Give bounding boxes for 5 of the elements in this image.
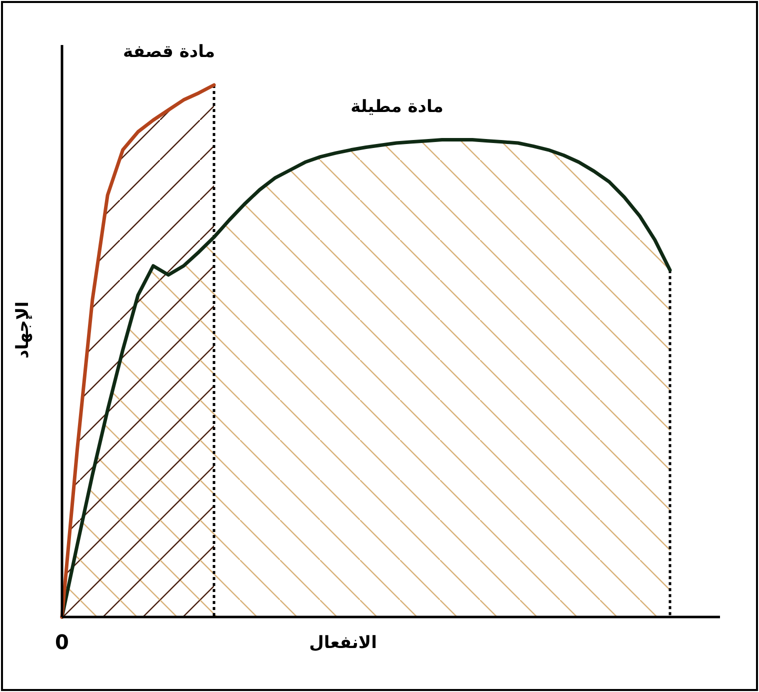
series-label: مادة مطيلة xyxy=(350,96,444,117)
text: 0 xyxy=(55,630,69,654)
x-axis-title: الانفعال xyxy=(309,633,377,653)
y-axis-title: الإجهاد xyxy=(13,301,33,359)
series-label: مادة قصفة xyxy=(122,42,216,62)
